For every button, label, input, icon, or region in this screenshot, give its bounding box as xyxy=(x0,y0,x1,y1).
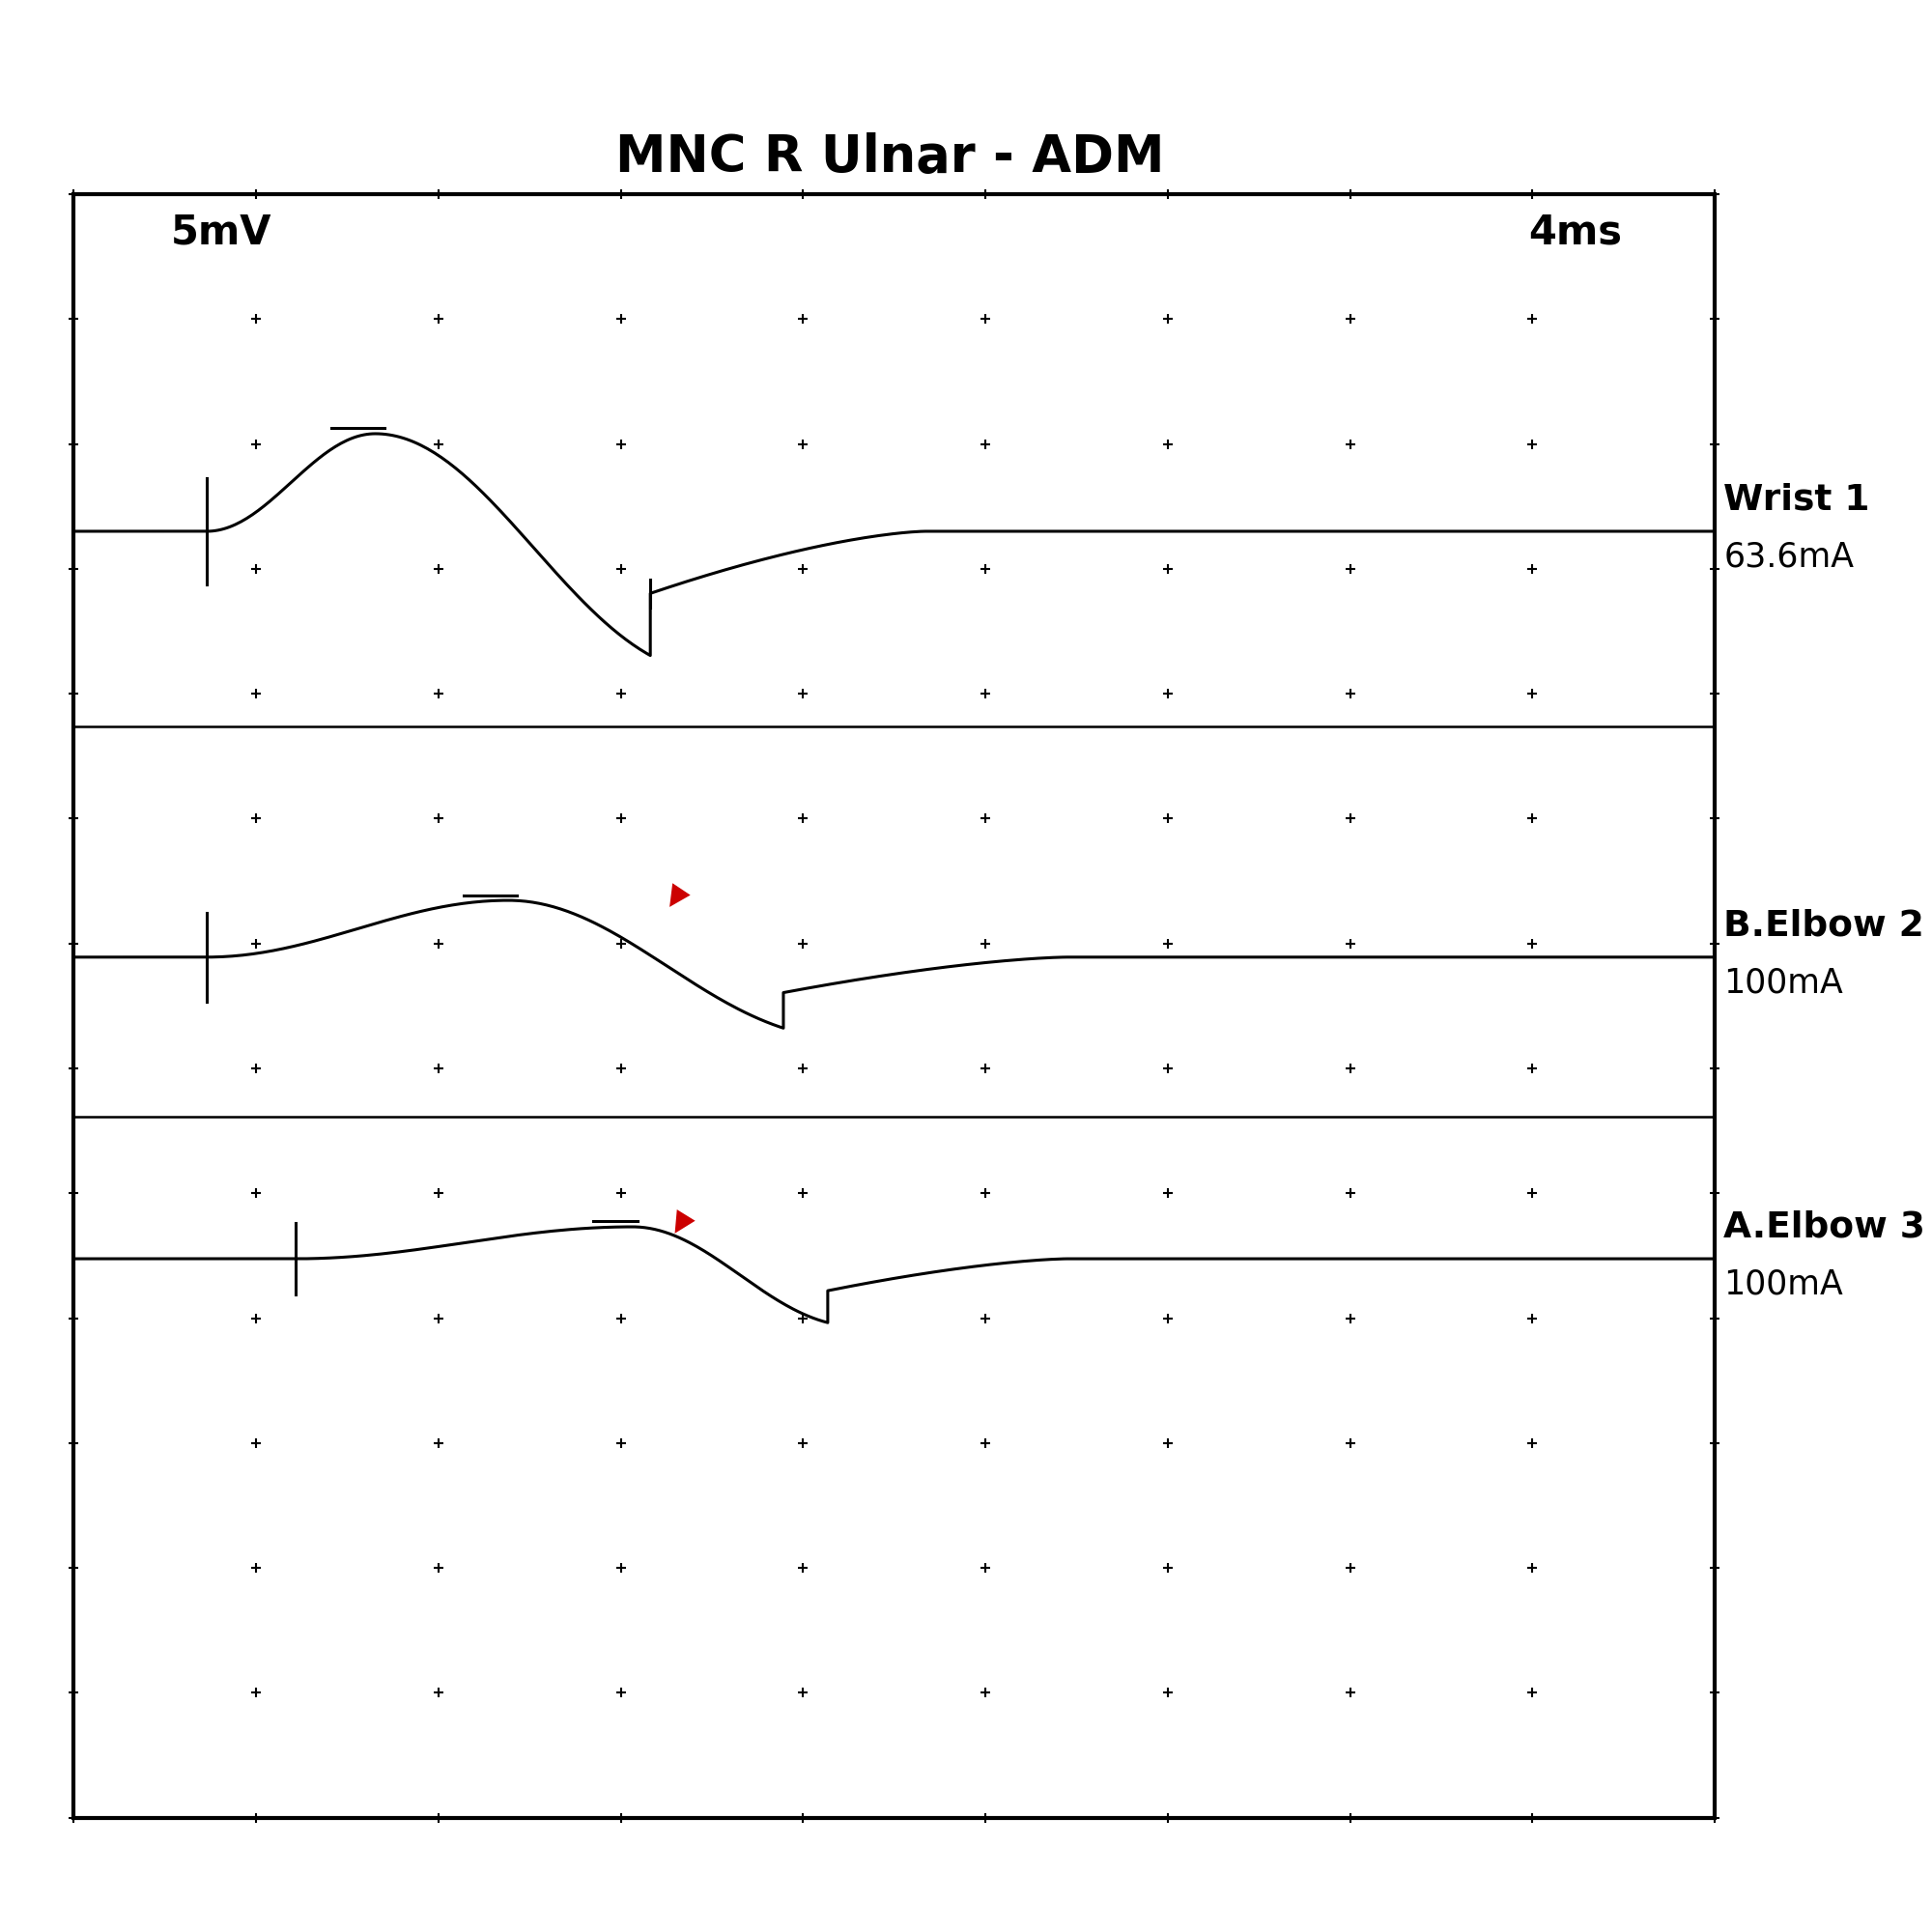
Text: 100mA: 100mA xyxy=(1723,966,1843,999)
Text: 63.6mA: 63.6mA xyxy=(1723,541,1855,574)
Text: 5mV: 5mV xyxy=(172,213,272,253)
Text: 4ms: 4ms xyxy=(1528,213,1623,253)
Text: MNC R Ulnar - ADM: MNC R Ulnar - ADM xyxy=(614,131,1165,182)
Text: 100mA: 100mA xyxy=(1723,1267,1843,1300)
Text: A.Elbow 3: A.Elbow 3 xyxy=(1723,1209,1926,1244)
Text: B.Elbow 2: B.Elbow 2 xyxy=(1723,908,1924,943)
Text: Wrist 1: Wrist 1 xyxy=(1723,483,1870,518)
